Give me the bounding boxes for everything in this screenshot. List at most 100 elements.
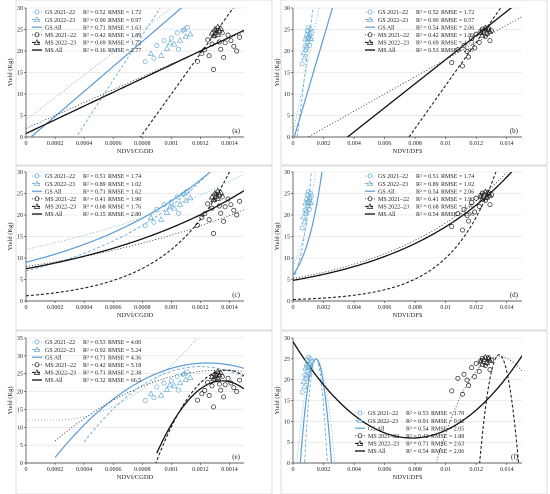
legend-label: MS 2021–22 bbox=[368, 434, 399, 440]
x-tick-label: 0 bbox=[25, 141, 28, 147]
point-ms-2021-22 bbox=[199, 215, 205, 221]
legend-marker-5 bbox=[33, 203, 41, 209]
x-axis-label: NDVI/CGDD bbox=[117, 474, 154, 481]
point-ms-2021-22 bbox=[216, 203, 222, 209]
legend-r2: R² = 0.91 bbox=[406, 419, 429, 425]
point-ms-2021-22 bbox=[195, 397, 200, 403]
y-tick-label: 0 bbox=[20, 461, 23, 467]
legend-rmse: RMSE = 1.74 bbox=[441, 174, 474, 180]
fit-curve-series-5 bbox=[26, 172, 231, 297]
point-gs-2022-23 bbox=[302, 364, 309, 371]
y-tick-label: 15 bbox=[284, 399, 290, 405]
point-ms-2021-22 bbox=[195, 58, 200, 64]
legend-r2: R² = 0.53 bbox=[83, 340, 106, 346]
point-gs-2021-22 bbox=[307, 191, 313, 196]
panel-label: (a) bbox=[232, 127, 240, 135]
point-ms-2022-23 bbox=[486, 191, 494, 198]
y-tick-label: 20 bbox=[17, 49, 23, 55]
legend-rmse: RMSE = 2.07 bbox=[441, 48, 474, 54]
fit-curve-series-5 bbox=[408, 8, 502, 137]
point-ms-2021-22 bbox=[237, 34, 243, 40]
point-gs-2022-23 bbox=[157, 215, 165, 222]
point-gs-2021-22 bbox=[302, 372, 308, 378]
legend-rmse: RMSE = 5.24 bbox=[108, 348, 141, 354]
point-ms-2021-22 bbox=[472, 374, 478, 380]
point-ms-2021-22 bbox=[464, 377, 470, 383]
legend-r2: R² = 0.90 bbox=[416, 18, 439, 24]
point-ms-2021-22 bbox=[206, 53, 212, 59]
legend-r2: R² = 0.90 bbox=[83, 18, 106, 24]
point-ms-2022-23 bbox=[214, 368, 222, 375]
point-ms-2022-23 bbox=[214, 30, 222, 37]
x-tick-label: 0.006 bbox=[378, 467, 392, 473]
fit-curve-series-6 bbox=[293, 341, 522, 439]
x-tick-label: 0.002 bbox=[317, 305, 331, 311]
legend-label: GS 2021–22 bbox=[45, 340, 75, 346]
point-gs-2021-22 bbox=[303, 211, 309, 217]
y-tick-label: 0 bbox=[20, 299, 23, 305]
x-tick-label: 0 bbox=[292, 305, 295, 311]
point-ms-2021-22 bbox=[469, 36, 475, 41]
point-gs-2022-23 bbox=[147, 214, 155, 221]
point-gs-2021-22 bbox=[180, 27, 186, 33]
point-gs-2021-22 bbox=[299, 389, 305, 395]
point-ms-2021-22 bbox=[466, 383, 472, 388]
point-ms-2022-23 bbox=[482, 353, 489, 360]
x-tick-label: 0.0008 bbox=[134, 141, 151, 147]
point-gs-2021-22 bbox=[303, 209, 309, 215]
point-ms-2021-22 bbox=[222, 40, 228, 46]
fit-curve-series-2 bbox=[293, 172, 312, 280]
panel-border bbox=[15, 330, 273, 494]
fit-curve-series-4 bbox=[54, 369, 244, 442]
legend-label: MS All bbox=[378, 48, 396, 54]
point-gs-2022-23 bbox=[304, 363, 312, 370]
y-tick-label: 5 bbox=[20, 114, 23, 120]
point-ms-2021-22 bbox=[461, 42, 467, 48]
legend-rmse: RMSE = 1.89 bbox=[108, 33, 141, 39]
data-points bbox=[142, 368, 243, 410]
point-ms-2021-22 bbox=[489, 192, 494, 198]
point-ms-2021-22 bbox=[211, 231, 216, 236]
point-gs-2021-22 bbox=[303, 47, 309, 53]
point-gs-2022-23 bbox=[300, 378, 307, 384]
x-tick-label: 0.002 bbox=[317, 467, 331, 473]
x-tick-label: 0.008 bbox=[408, 141, 422, 147]
legend-r2: R² = 0.42 bbox=[83, 363, 106, 369]
point-gs-2021-22 bbox=[302, 43, 308, 49]
legend: GS 2021–22 R² = 0.53 RMSE = 1.70 GS 2022–23… bbox=[355, 410, 464, 455]
legend-label: GS 2022–23 bbox=[378, 182, 408, 188]
point-gs-2021-22 bbox=[303, 45, 309, 51]
point-ms-2021-22 bbox=[234, 212, 240, 218]
point-ms-2021-22 bbox=[237, 377, 243, 383]
y-tick-label: 25 bbox=[284, 357, 290, 363]
point-gs-2022-23 bbox=[300, 213, 307, 220]
x-tick-label: 0.0004 bbox=[76, 305, 93, 311]
legend-r2: R² = 0.54 bbox=[416, 25, 439, 31]
y-axis-label: Yield (Kg) bbox=[274, 223, 281, 251]
legend-rmse: RMSE = 1.74 bbox=[108, 174, 141, 180]
point-ms-2022-23 bbox=[214, 194, 222, 201]
point-ms-2022-23 bbox=[217, 188, 224, 195]
legend-label: MS All bbox=[45, 212, 63, 218]
fit-curves bbox=[293, 341, 522, 463]
y-tick-label: 25 bbox=[284, 28, 290, 34]
legend-label: GS 2022–23 bbox=[45, 348, 75, 354]
point-ms-2021-22 bbox=[202, 47, 208, 53]
point-ms-2021-22 bbox=[485, 25, 491, 31]
point-gs-2022-23 bbox=[304, 34, 312, 41]
point-ms-2021-22 bbox=[472, 209, 478, 215]
point-gs-2022-23 bbox=[304, 202, 311, 208]
legend-marker-2 bbox=[366, 180, 374, 187]
legend-label: MS 2021–22 bbox=[378, 197, 409, 203]
point-ms-2021-22 bbox=[466, 54, 472, 60]
y-tick-label: 10 bbox=[17, 256, 23, 262]
legend: GS 2021–22 R² = 0.51 RMSE = 1.74 GS 2022–23… bbox=[365, 173, 474, 218]
y-tick-label: 20 bbox=[17, 213, 23, 219]
point-gs-2021-22 bbox=[299, 61, 305, 67]
point-ms-2021-22 bbox=[218, 46, 224, 52]
point-gs-2021-22 bbox=[168, 378, 174, 384]
fit-curve-series-5 bbox=[139, 8, 234, 137]
legend-r2: R² = 0.68 bbox=[83, 205, 106, 211]
point-gs-2022-23 bbox=[163, 45, 171, 51]
x-tick-label: 0 bbox=[25, 467, 28, 473]
